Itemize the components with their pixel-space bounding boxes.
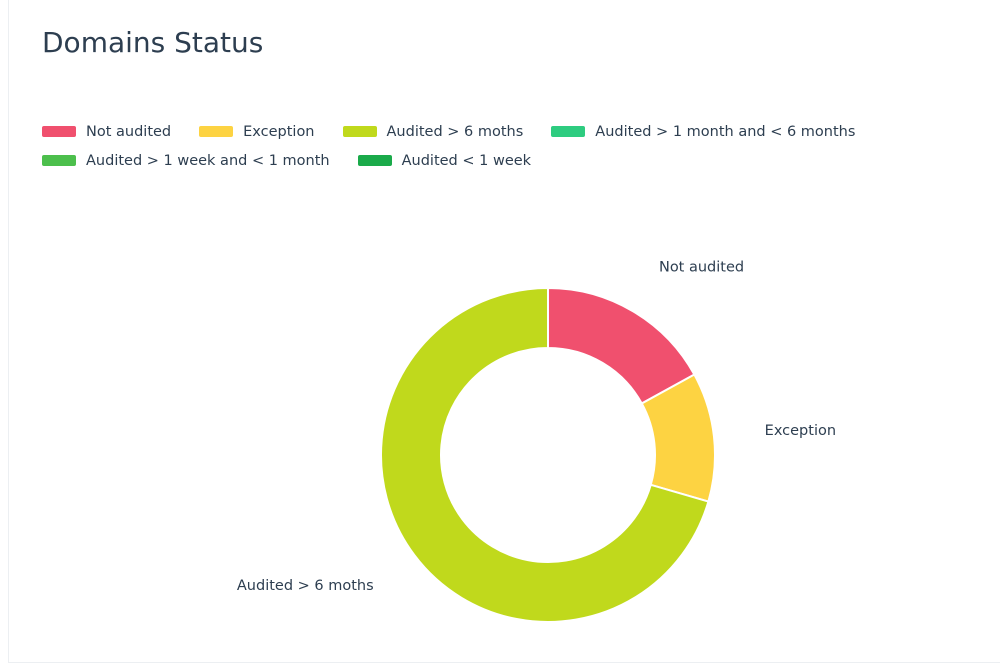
legend-item[interactable]: Audited < 1 week [357, 151, 532, 170]
legend-swatch [42, 126, 76, 137]
legend-label: Not audited [86, 123, 172, 140]
legend-item[interactable]: Audited > 1 month and < 6 months [551, 122, 855, 141]
slice-label: Exception [765, 423, 836, 439]
legend: Not audited Exception Audited > 6 moths Aud… [42, 122, 902, 170]
card [8, 0, 1000, 663]
legend-label: Audited < 1 week [401, 152, 532, 169]
legend-swatch [342, 126, 377, 137]
legend-label: Audited > 1 month and < 6 months [595, 123, 856, 140]
chart-title: Domains Status [42, 26, 264, 59]
legend-swatch [42, 155, 76, 166]
legend-item[interactable]: Not audited [42, 122, 171, 141]
legend-swatch [551, 126, 586, 137]
legend-label: Audited > 1 week and < 1 month [86, 152, 330, 169]
slice-label: Not audited [659, 259, 744, 275]
legend-swatch [357, 155, 392, 166]
slice-label: Audited > 6 moths [237, 578, 374, 594]
legend-item[interactable]: Audited > 6 moths [342, 122, 524, 141]
legend-label: Audited > 6 moths [386, 123, 524, 140]
legend-item[interactable]: Audited > 1 week and < 1 month [42, 151, 330, 170]
legend-swatch [199, 126, 234, 137]
donut-slice [380, 286, 710, 623]
legend-item[interactable]: Exception [199, 122, 315, 141]
legend-label: Exception [243, 123, 315, 140]
